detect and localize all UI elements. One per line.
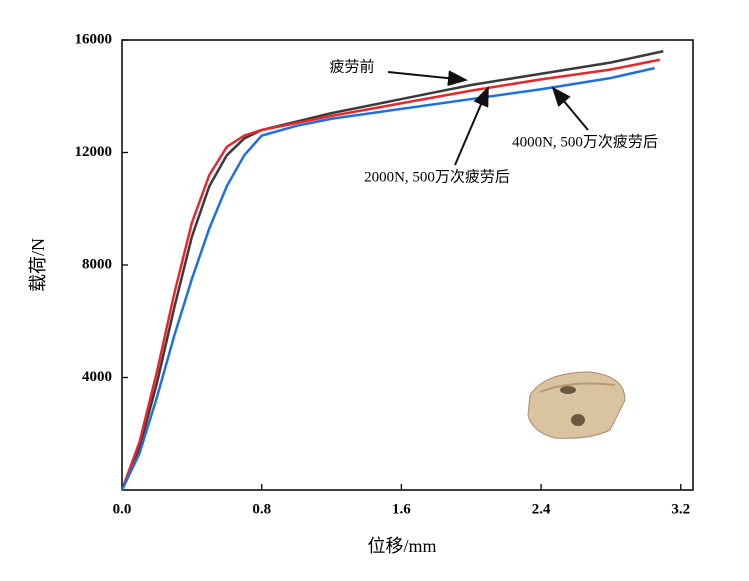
- implant-photo: [527, 371, 626, 439]
- x-tick-label: 3.2: [671, 501, 690, 517]
- y-tick-label: 16000: [75, 31, 113, 47]
- data-line: [120, 50, 664, 491]
- y-tick-label: 8000: [82, 256, 112, 272]
- series-annotation: 4000N, 500万次疲劳后: [512, 133, 658, 150]
- data-line: [120, 58, 661, 491]
- x-axis-label: 位移/mm: [367, 536, 436, 556]
- series-annotation: 2000N, 500万次疲劳后: [364, 168, 510, 185]
- y-tick-label: 12000: [75, 144, 113, 160]
- y-axis-label: 载荷/N: [28, 238, 48, 292]
- series-annotation: 疲劳前: [329, 58, 374, 75]
- y-tick-label: 4000: [82, 369, 112, 385]
- x-tick-label: 0.0: [113, 501, 132, 517]
- annotation-arrow: [454, 86, 489, 166]
- x-tick-label: 2.4: [532, 501, 551, 517]
- data-line: [120, 66, 655, 491]
- x-tick-label: 1.6: [392, 501, 411, 517]
- annotation-arrow: [387, 70, 468, 87]
- annotation-arrow: [551, 86, 589, 131]
- x-tick-label: 0.8: [252, 501, 271, 517]
